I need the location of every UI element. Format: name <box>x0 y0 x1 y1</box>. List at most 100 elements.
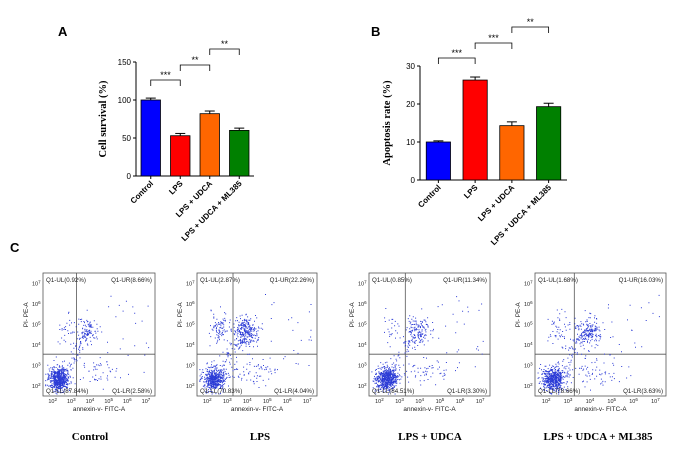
y-axis-label: PI- PE-A <box>349 302 356 328</box>
y-tick-exponent: 5 <box>364 320 367 325</box>
x-tick-exponent: 3 <box>229 397 232 402</box>
y-tick-label: 104 <box>358 341 367 349</box>
category-label: LPS + UDCA + ML385 <box>489 183 553 247</box>
y-tick-exponent: 6 <box>530 300 533 305</box>
significance-label: ** <box>191 55 199 65</box>
x-tick-exponent: 2 <box>209 397 212 402</box>
y-tick-exponent: 4 <box>364 341 367 346</box>
category-label: LPS + UDCA + ML385 <box>180 179 244 243</box>
panel-label-b: B <box>371 24 380 39</box>
x-tick-exponent: 4 <box>92 397 95 402</box>
event-dots <box>371 296 484 395</box>
y-tick-exponent: 2 <box>530 382 533 387</box>
category-label: LPS <box>167 179 185 197</box>
x-tick-label: 106 <box>629 397 638 405</box>
bar <box>199 113 220 177</box>
x-tick-label: 104 <box>86 397 95 405</box>
y-tick-label: 150 <box>118 58 132 67</box>
x-tick-label: 107 <box>476 397 485 405</box>
bar <box>229 129 250 177</box>
y-tick-label: 105 <box>186 320 195 328</box>
y-tick-label: 102 <box>32 382 41 390</box>
bar <box>170 135 191 177</box>
y-tick-exponent: 5 <box>530 320 533 325</box>
y-tick-label: 107 <box>32 279 41 287</box>
x-tick-label: 103 <box>564 397 573 405</box>
x-tick-label: 103 <box>395 397 404 405</box>
bar <box>462 79 488 181</box>
quadrant-label-ul: Q1-UL(0.85%) <box>372 277 412 284</box>
significance-bracket <box>474 42 513 49</box>
y-tick-exponent: 6 <box>364 300 367 305</box>
y-tick-exponent: 6 <box>38 300 41 305</box>
y-tick-exponent: 3 <box>530 361 533 366</box>
y-tick-exponent: 5 <box>192 320 195 325</box>
quadrant-label-lr: Q1-LR(2.58%) <box>112 388 152 395</box>
x-tick-label: 106 <box>456 397 465 405</box>
y-tick-label: 102 <box>524 382 533 390</box>
plot-title: LPS + UDCA <box>398 431 462 443</box>
x-tick-exponent: 5 <box>269 397 272 402</box>
y-tick-label: 106 <box>524 300 533 308</box>
y-tick-label: 105 <box>32 320 41 328</box>
y-tick-label: 103 <box>524 361 533 369</box>
x-tick-label: 104 <box>415 397 424 405</box>
x-tick-exponent: 2 <box>54 397 57 402</box>
significance-bracket <box>179 64 211 71</box>
x-tick-exponent: 4 <box>592 397 595 402</box>
panel-label-c: C <box>10 240 20 255</box>
plot-title: LPS + UDCA + ML385 <box>543 431 653 443</box>
x-tick-label: 102 <box>48 397 57 405</box>
x-tick-exponent: 2 <box>381 397 384 402</box>
x-tick-label: 102 <box>375 397 384 405</box>
y-tick-label: 107 <box>358 279 367 287</box>
quadrant-label-lr: Q1-LR(3.63%) <box>623 388 663 395</box>
y-tick-exponent: 7 <box>364 279 367 284</box>
flow-plot: Q1-UL(1.68%) Q1-UR(16.03%) Q1-LL(78.66%) Q1… <box>515 272 667 443</box>
y-tick-label: 20 <box>406 100 415 109</box>
y-tick-label: 50 <box>122 134 131 143</box>
y-axis-label: PI- PE-A <box>515 302 522 328</box>
x-tick-exponent: 7 <box>657 397 660 402</box>
flow-plot: Q1-UL(0.92%) Q1-UR(8.66%) Q1-LL(87.84%) Q1-… <box>23 272 156 443</box>
x-tick-exponent: 6 <box>635 397 638 402</box>
x-axis-label: annexin-v- FITC-A <box>574 406 627 413</box>
y-tick-label: 106 <box>358 300 367 308</box>
quadrant-label-lr: Q1-LR(4.04%) <box>274 388 314 395</box>
y-tick-label: 104 <box>524 341 533 349</box>
y-tick-exponent: 4 <box>530 341 533 346</box>
x-axis-label: annexin-v- FITC-A <box>403 406 456 413</box>
x-tick-exponent: 7 <box>148 397 151 402</box>
bar <box>499 125 525 181</box>
y-tick-label: 10 <box>406 138 415 147</box>
quadrant-label-ll: Q1-LL(84.51%) <box>372 388 414 395</box>
significance-label: ** <box>221 39 229 49</box>
x-tick-label: 105 <box>436 397 445 405</box>
y-tick-label: 106 <box>32 300 41 308</box>
x-tick-exponent: 3 <box>73 397 76 402</box>
y-tick-label: 0 <box>127 172 132 181</box>
y-axis-label: Apoptosis rate (%) <box>382 80 393 166</box>
y-tick-exponent: 4 <box>192 341 195 346</box>
y-tick-exponent: 3 <box>364 361 367 366</box>
y-tick-label: 107 <box>524 279 533 287</box>
significance-label: ** <box>527 17 535 27</box>
y-tick-exponent: 3 <box>192 361 195 366</box>
x-tick-exponent: 5 <box>614 397 617 402</box>
significance-bracket <box>150 79 181 86</box>
y-tick-label: 30 <box>406 62 415 71</box>
panel-label-a: A <box>58 24 68 39</box>
y-tick-label: 0 <box>411 176 416 185</box>
flow-plot: Q1-UL(0.85%) Q1-UR(11.34%) Q1-LL(84.51%) Q1… <box>349 272 491 443</box>
x-tick-exponent: 7 <box>309 397 312 402</box>
x-tick-exponent: 5 <box>110 397 113 402</box>
quadrant-label-ll: Q1-LL(78.66%) <box>538 388 580 395</box>
y-tick-exponent: 6 <box>192 300 195 305</box>
y-tick-exponent: 7 <box>192 279 195 284</box>
category-label: LPS <box>462 183 480 201</box>
x-tick-label: 105 <box>263 397 272 405</box>
x-tick-exponent: 4 <box>422 397 425 402</box>
x-tick-label: 106 <box>123 397 132 405</box>
quadrant-label-ur: Q1-UR(22.26%) <box>270 277 314 284</box>
